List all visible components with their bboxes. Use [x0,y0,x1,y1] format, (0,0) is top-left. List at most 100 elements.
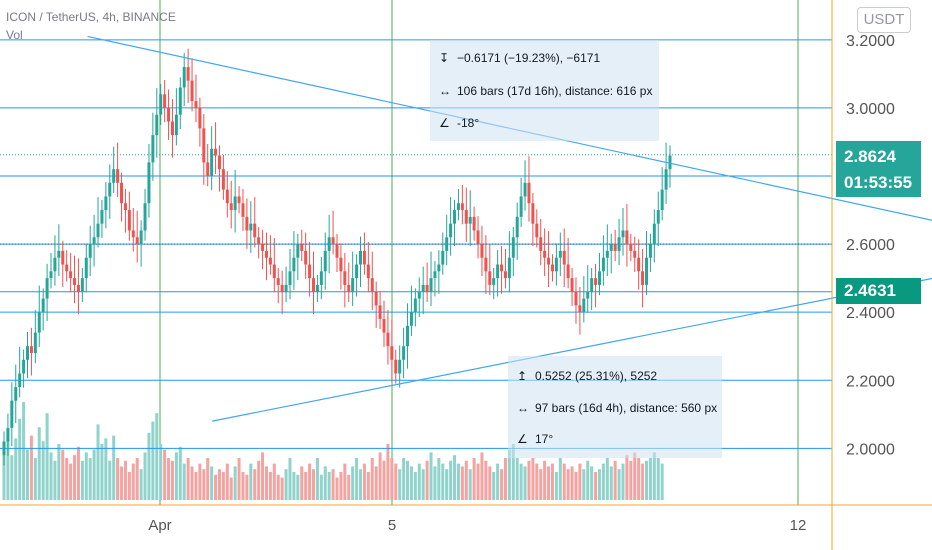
angle-icon: ∠ [439,116,450,130]
volume-bar-12 [49,452,53,500]
candle-body-51 [202,128,206,163]
volume-bar-129 [507,449,511,500]
volume-bar-73 [288,458,292,500]
candle-body-77 [304,250,308,265]
volume-bar-87 [343,463,347,500]
volume-bar-42 [167,458,171,500]
volume-bar-91 [359,469,363,500]
candle-body-48 [190,80,194,102]
candle-body-0 [2,441,6,456]
volume-bar-139 [547,466,551,500]
candle-body-67 [264,250,268,258]
candle-body-168 [660,189,664,211]
candle-body-126 [496,264,500,279]
volume-bar-24 [96,424,100,500]
candle-body-144 [566,264,570,279]
volume-bar-66 [261,452,265,500]
currency-button[interactable]: USDT [857,7,911,33]
volume-bar-8 [33,458,37,500]
volume-bar-7 [29,435,33,500]
measure-bottom-bars-row: ↔ 97 bars (16d 4h), distance: 560 px [517,401,717,415]
volume-bar-89 [351,466,355,500]
candle-body-89 [351,278,355,292]
candle-body-31 [123,203,127,211]
candle-body-150 [590,278,594,292]
volume-bar-108 [425,460,429,500]
candle-body-20 [80,278,84,292]
candle-body-21 [84,257,88,279]
candle-body-115 [453,210,457,224]
volume-bar-127 [500,469,504,500]
volume-bar-151 [594,472,598,500]
volume-bar-16 [65,458,69,500]
candle-body-78 [308,264,312,279]
candle-body-39 [155,114,159,136]
volume-bar-153 [601,463,605,500]
last-price: 2.8624 [844,146,896,166]
candle-body-65 [257,237,261,245]
volume-bar-116 [456,463,460,500]
volume-bar-81 [319,474,323,500]
measure-bottom-bars: 97 bars (16d 4h), distance: 560 px [535,401,718,415]
volume-bar-55 [217,469,221,500]
volume-bar-161 [633,452,637,500]
volume-bar-159 [625,455,629,500]
price-range-icon: ↧ [439,51,450,65]
candle-body-143 [562,250,566,265]
volume-bar-37 [147,432,151,500]
volume-bar-18 [73,455,77,500]
volume-bar-144 [566,469,570,500]
volume-bar-38 [151,421,155,500]
volume-bar-154 [605,458,609,500]
candle-body-161 [633,250,637,258]
volume-bar-77 [304,472,308,500]
candle-body-60 [237,196,241,204]
measure-top-price-row: ↧ −0.6171 (−19.23%), −6171 [439,51,600,65]
volume-bar-75 [296,474,300,500]
candle-body-69 [272,264,276,279]
candle-body-19 [76,284,80,292]
volume-bar-76 [300,466,304,500]
candle-body-8 [33,332,37,354]
volume-bar-142 [558,458,562,500]
measure-bottom-price-change: 0.5252 (25.31%), 5252 [535,369,658,383]
volume-bar-146 [574,472,578,500]
volume-bar-110 [433,466,437,500]
candle-body-32 [127,210,131,231]
volume-bar-70 [276,474,280,500]
volume-bar-95 [374,466,378,500]
candle-body-113 [445,237,449,251]
volume-bar-72 [284,469,288,500]
candle-body-50 [198,107,202,129]
candle-body-45 [178,87,182,115]
volume-bar-90 [355,458,359,500]
measure-box-top[interactable]: ↧ −0.6171 (−19.23%), −6171 ↔ 106 bars (1… [430,40,659,141]
candle-body-149 [586,291,590,299]
volume-bar-105 [413,472,417,500]
candle-body-62 [245,216,249,231]
candle-body-63 [249,223,253,231]
candle-countdown: 01:53:55 [844,172,913,192]
candle-body-10 [41,298,45,313]
volume-bar-4 [18,418,22,500]
level-price: 2.4631 [844,280,896,300]
candle-body-118 [464,210,468,224]
candle-body-129 [507,257,511,279]
x-tick-label-0: Apr [148,517,171,534]
candle-body-127 [500,264,504,272]
volume-bar-62 [245,474,249,500]
volume-bar-103 [406,460,410,500]
candle-body-37 [147,162,151,204]
volume-bar-17 [69,463,73,500]
candle-body-55 [217,155,221,170]
candle-body-28 [112,169,116,183]
candle-body-23 [92,237,96,245]
candle-body-76 [300,244,304,251]
volume-bar-143 [562,463,566,500]
candle-body-11 [45,278,49,299]
volume-bar-130 [511,444,515,500]
volume-bar-79 [311,469,315,500]
measure-box-bottom[interactable]: ↥ 0.5252 (25.31%), 5252 ↔ 97 bars (16d 4… [508,356,722,458]
volume-bar-164 [644,460,648,500]
